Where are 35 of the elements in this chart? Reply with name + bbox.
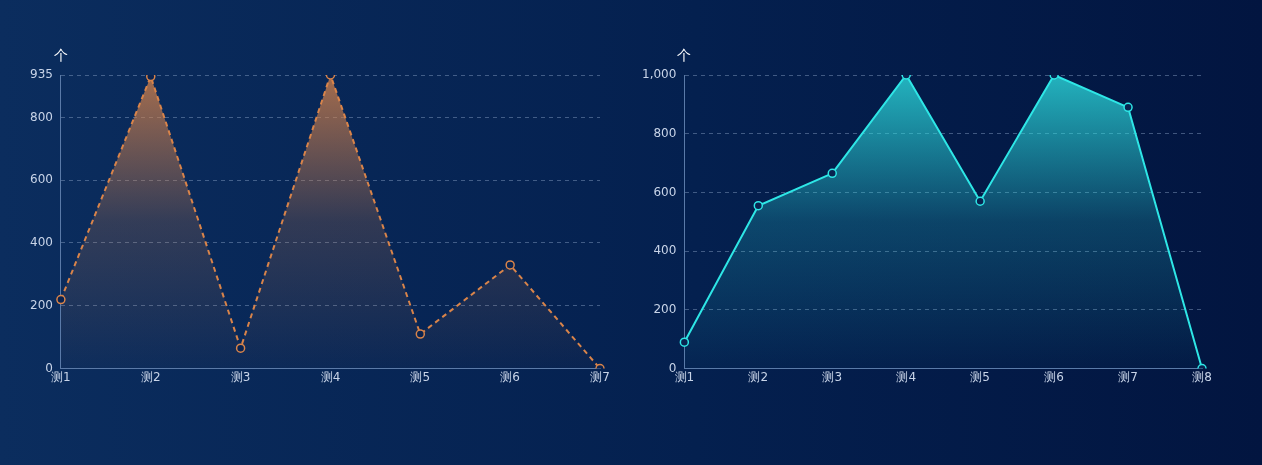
x-tick-label: 测6: [500, 369, 520, 384]
y-tick-label: 200: [30, 297, 53, 312]
x-tick-label: 测6: [1044, 369, 1064, 384]
x-tick-label: 测5: [410, 369, 431, 384]
y-tick-label: 200: [653, 302, 677, 317]
x-tick-label: 测7: [590, 369, 610, 384]
point: [505, 260, 515, 270]
y-tick-label: 600: [653, 184, 677, 199]
x-tick-label: 测2: [140, 369, 161, 384]
x-tick-label: 测4: [896, 369, 917, 384]
x-tick-label: 测2: [748, 369, 769, 384]
x-tick-label: 测5: [970, 369, 990, 384]
y-tick-label: 400: [30, 235, 53, 250]
x-tick-label: 测4: [320, 369, 341, 384]
point: [415, 329, 426, 339]
point: [146, 75, 156, 82]
y-tick-label: 1,000: [641, 67, 677, 82]
x-tick-label: 测7: [1118, 369, 1138, 384]
point: [753, 200, 764, 211]
y-tick-label: 800: [653, 125, 677, 140]
x-tick-label: 测1: [51, 369, 71, 384]
x-tick-label: 测3: [230, 369, 251, 384]
y-axis-title: 个: [53, 46, 68, 63]
point: [827, 168, 837, 179]
y-axis-title: 个: [677, 46, 692, 63]
y-tick-label: 800: [30, 109, 53, 124]
y-tick-label: 935: [30, 67, 53, 82]
point: [975, 196, 985, 206]
x-tick-label: 测3: [822, 369, 843, 384]
point: [1123, 102, 1133, 113]
y-tick-label: 600: [30, 172, 53, 187]
x-tick-label: 测8: [1192, 369, 1212, 384]
point: [56, 294, 66, 305]
y-tick-label: 400: [653, 243, 677, 258]
point: [235, 343, 246, 353]
